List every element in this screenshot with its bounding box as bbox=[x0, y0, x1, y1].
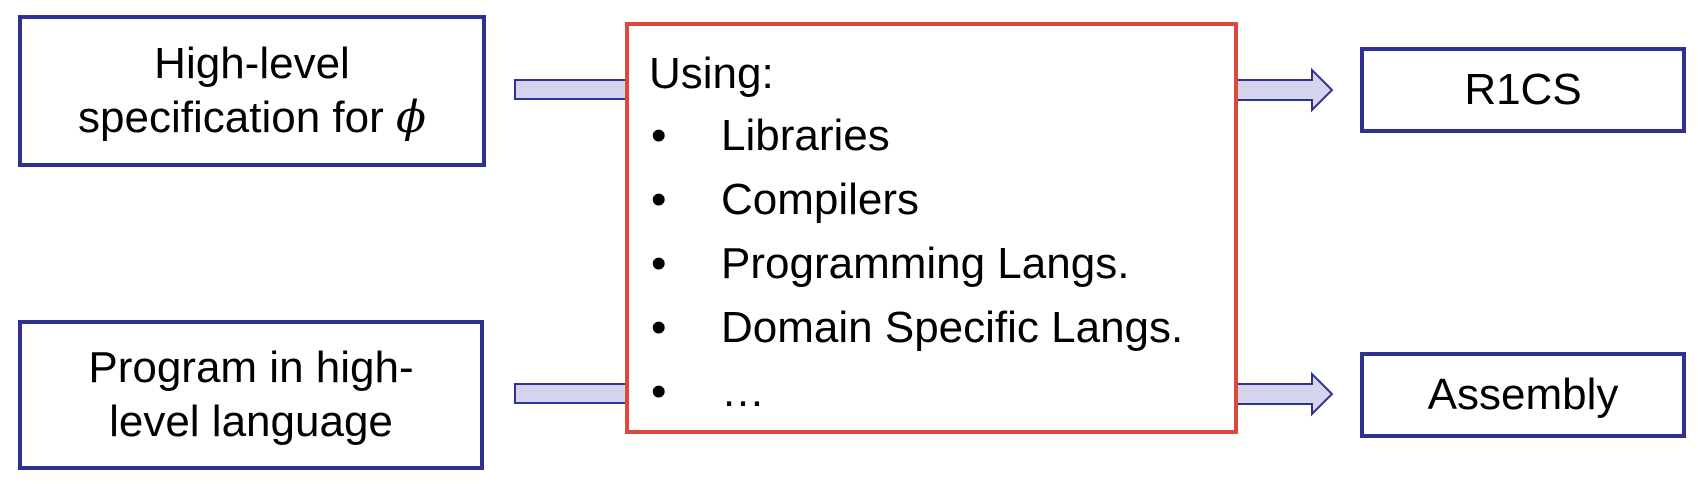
program-line-1: Program in high- bbox=[88, 343, 414, 392]
spec-line-1: High-level bbox=[154, 39, 350, 88]
output-box-r1cs: R1CS bbox=[1360, 47, 1686, 133]
assembly-label: Assembly bbox=[1427, 370, 1619, 419]
list-item-label: Libraries bbox=[721, 111, 890, 160]
bullet: • bbox=[651, 239, 667, 288]
input-box-program: Program in high- level language bbox=[18, 320, 484, 470]
list-item: • Compilers bbox=[649, 168, 1183, 232]
bullet: • bbox=[651, 367, 667, 416]
tooling-list: • Libraries • Compilers • Programming Langs… bbox=[649, 104, 1183, 424]
list-item: • Programming Langs. bbox=[649, 232, 1183, 296]
tooling-title: Using: bbox=[649, 49, 774, 98]
spec-line-2: specification for ϕ bbox=[78, 91, 426, 145]
bullet: • bbox=[651, 175, 667, 224]
bullet: • bbox=[651, 303, 667, 352]
list-item: • Domain Specific Langs. bbox=[649, 296, 1183, 360]
list-item-label: Compilers bbox=[721, 175, 920, 224]
spec-line-2-text: specification for bbox=[78, 93, 396, 142]
connector-program-to-center bbox=[514, 383, 628, 404]
list-item-label: … bbox=[721, 367, 765, 416]
program-line-2: level language bbox=[109, 397, 393, 446]
input-box-spec: High-level specification for ϕ bbox=[18, 15, 486, 167]
arrow-center-to-r1cs bbox=[1235, 67, 1334, 113]
list-item-label: Programming Langs. bbox=[721, 239, 1130, 288]
tooling-box: Using: • Libraries • Compilers • Programmin… bbox=[625, 22, 1238, 434]
connector-spec-to-center bbox=[514, 79, 628, 100]
phi-symbol: ϕ bbox=[395, 92, 426, 143]
output-box-assembly: Assembly bbox=[1360, 352, 1686, 438]
r1cs-label: R1CS bbox=[1464, 65, 1582, 114]
list-item-label: Domain Specific Langs. bbox=[721, 303, 1184, 352]
arrow-center-to-assembly bbox=[1235, 371, 1334, 417]
bullet: • bbox=[651, 111, 667, 160]
list-item: •… bbox=[649, 360, 1183, 424]
list-item: • Libraries bbox=[649, 104, 1183, 168]
